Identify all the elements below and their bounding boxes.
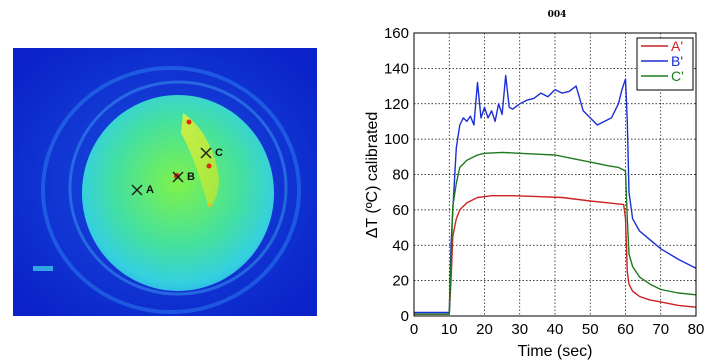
chart-legend: A'B'C' bbox=[636, 37, 694, 91]
marker-c-label: C bbox=[215, 147, 223, 159]
marker-c: C bbox=[200, 147, 223, 159]
hot-spot-2 bbox=[206, 163, 212, 169]
series-line-0 bbox=[414, 194, 697, 315]
heated-disc bbox=[82, 95, 274, 291]
x-tick-label: 0 bbox=[410, 321, 418, 338]
legend-label-0: A' bbox=[671, 38, 683, 54]
legend-label-2: C' bbox=[671, 68, 684, 84]
temperature-chart: 004 0 10 20 30 40 50 60 70 80 0 20 40 60 80 100 120 140 1… bbox=[364, 10, 704, 360]
hot-spot-1 bbox=[186, 119, 192, 125]
legend-label-1: B' bbox=[671, 53, 683, 69]
x-tick-label: 60 bbox=[617, 321, 634, 338]
x-tick-label: 30 bbox=[511, 321, 528, 338]
y-tick-label: 140 bbox=[384, 60, 409, 77]
thermal-image: A B C bbox=[13, 48, 317, 316]
hot-spot-4 bbox=[208, 203, 212, 207]
series-line-2 bbox=[414, 151, 697, 315]
y-tick-label: 60 bbox=[392, 202, 409, 219]
x-tick-label: 70 bbox=[652, 321, 669, 338]
chart-series bbox=[414, 74, 697, 315]
y-tick-label: 0 bbox=[401, 308, 409, 325]
y-tick-label: 20 bbox=[392, 273, 409, 290]
x-axis-label: Time (sec) bbox=[518, 343, 593, 360]
y-tick-label: 160 bbox=[384, 25, 409, 42]
y-tick-label: 100 bbox=[384, 131, 409, 148]
marker-a: A bbox=[131, 184, 154, 196]
y-tick-label: 120 bbox=[384, 96, 409, 113]
chart-ticks: 0 10 20 30 40 50 60 70 80 0 20 40 60 80 100 120 140 160 bbox=[384, 25, 704, 338]
x-tick-label: 80 bbox=[688, 321, 705, 338]
inner-ring bbox=[68, 80, 288, 296]
marker-b: B bbox=[172, 171, 195, 183]
plot-frame bbox=[413, 32, 697, 317]
x-tick-label: 10 bbox=[441, 321, 458, 338]
y-axis-label: ΔT (ºC) calibrated bbox=[364, 112, 381, 239]
x-tick-label: 40 bbox=[547, 321, 564, 338]
outer-ring bbox=[41, 66, 301, 314]
marker-a-label: A bbox=[146, 184, 154, 196]
marker-b-label: B bbox=[187, 171, 195, 183]
y-tick-label: 80 bbox=[392, 167, 409, 184]
y-tick-label: 40 bbox=[392, 237, 409, 254]
edge-glow bbox=[33, 266, 53, 271]
series-line-1 bbox=[414, 74, 697, 314]
x-tick-label: 20 bbox=[476, 321, 493, 338]
chart-title: 004 bbox=[548, 10, 567, 20]
x-tick-label: 50 bbox=[582, 321, 599, 338]
hot-streak bbox=[181, 113, 219, 208]
